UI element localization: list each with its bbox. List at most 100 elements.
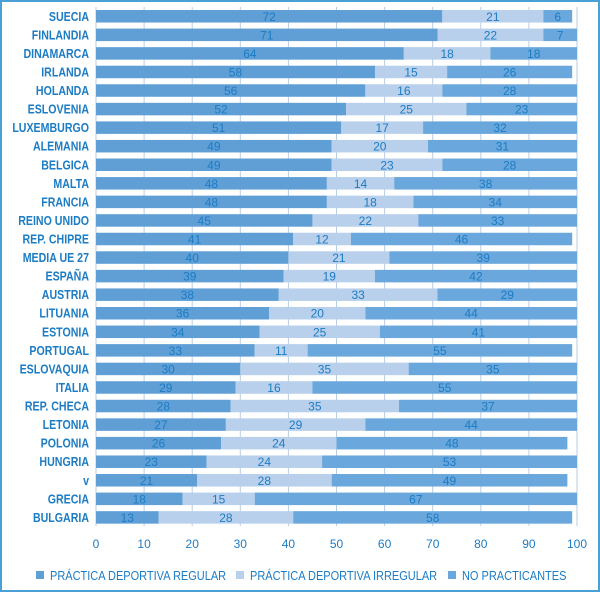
category-label: PORTUGAL [29,344,89,358]
data-label: 58 [229,65,243,79]
data-label: 13 [121,511,135,525]
data-label: 28 [157,400,171,414]
data-label: 6 [554,10,561,24]
category-label: HOLANDA [36,84,90,98]
bar-segment-3 [447,65,573,79]
bar-segment-2 [437,28,544,42]
data-label: 24 [258,455,272,469]
data-label: 48 [205,195,219,209]
category-label: FINLANDIA [32,29,90,43]
bar-segment-3 [254,492,578,506]
bar-segment-1 [96,511,159,524]
data-label: 64 [243,47,257,61]
bar-segment-2 [374,65,448,79]
legend-swatch-3 [448,571,456,579]
bar-segment-1 [96,362,241,376]
data-label: 31 [496,140,510,154]
bar-segment-1 [96,139,332,153]
data-label: 23 [145,455,159,469]
bar-segment-2 [254,344,308,357]
data-label: 44 [465,418,479,432]
bar-segment-2 [312,214,419,227]
data-label: 22 [484,28,498,42]
bar-segment-1 [96,102,347,116]
data-label: 41 [472,325,486,339]
data-label: 39 [183,270,197,284]
bar-segment-1 [96,325,260,339]
x-tick-label: 60 [378,537,392,551]
data-label: 46 [455,233,469,247]
category-label: POLONIA [41,437,90,451]
data-label: 33 [169,344,183,358]
bar-segment-2 [235,381,313,394]
data-label: 49 [207,158,221,172]
data-label: 29 [289,418,303,432]
bar-segment-2 [278,288,438,301]
data-label: 27 [154,418,168,432]
bar-segment-3 [293,511,573,524]
bar-segment-3 [399,399,577,413]
bar-segment-2 [197,474,332,487]
data-label: 14 [354,177,368,191]
category-label: ESLOVENIA [28,103,90,117]
data-label: 42 [469,270,483,284]
category-label: LETONIA [43,418,90,432]
bar-segment-1 [96,455,207,468]
category-label: DINAMARCA [24,47,90,61]
bar-segment-3 [543,28,577,42]
category-label: MEDIA UE 27 [23,251,89,265]
data-label: 44 [465,307,479,321]
bar-segment-1 [96,28,438,42]
bar-segment-2 [365,84,443,97]
legend-swatch-1 [36,571,44,579]
data-label: 71 [260,28,274,42]
data-label: 35 [486,362,500,376]
bar-segment-3 [437,288,577,301]
category-label: ITALIA [56,381,90,395]
category-label: REP. CHIPRE [23,233,90,247]
bar-segment-2 [206,455,323,468]
data-label: 33 [491,214,505,228]
data-label: 16 [397,84,411,98]
data-label: 7 [557,28,564,42]
bar-segment-3 [350,232,573,246]
data-label: 49 [207,140,221,154]
data-label: 15 [212,492,226,506]
bar-segment-3 [427,139,577,153]
category-label: FRANCIA [41,196,89,210]
bar-segment-3 [322,455,577,468]
data-label: 28 [219,511,233,525]
data-label: 20 [311,307,325,321]
bar-segment-1 [96,251,289,264]
bar-segment-1 [96,84,366,97]
data-label: 34 [171,325,185,339]
x-tick-label: 70 [426,537,440,551]
data-label: 28 [258,474,272,488]
data-label: 45 [198,214,212,228]
x-tick-label: 100 [567,537,587,551]
data-label: 35 [308,400,322,414]
data-label: 18 [363,195,377,209]
data-label: 17 [376,121,390,135]
data-label: 21 [332,251,346,265]
data-label: 38 [181,288,195,302]
bar-segment-2 [442,10,544,23]
bar-segment-2 [403,47,491,60]
x-tick-label: 40 [282,537,296,551]
bar-segment-2 [240,362,409,376]
category-label: ALEMANIA [33,140,90,154]
data-label: 48 [445,437,459,451]
bar-segment-3 [423,121,577,134]
bar-segment-2 [221,436,337,450]
category-label: BULGARIA [33,511,90,525]
bar-segment-2 [331,158,443,172]
bar-segment-2 [326,195,414,209]
bar-segment-3 [442,84,577,97]
data-label: 16 [267,381,281,395]
bar-segment-2 [225,418,366,431]
data-label: 36 [176,307,190,321]
legend-label: PRÁCTICA DEPORTIVA REGULAR [50,569,226,583]
data-label: 55 [433,344,447,358]
data-label: 18 [133,492,147,506]
